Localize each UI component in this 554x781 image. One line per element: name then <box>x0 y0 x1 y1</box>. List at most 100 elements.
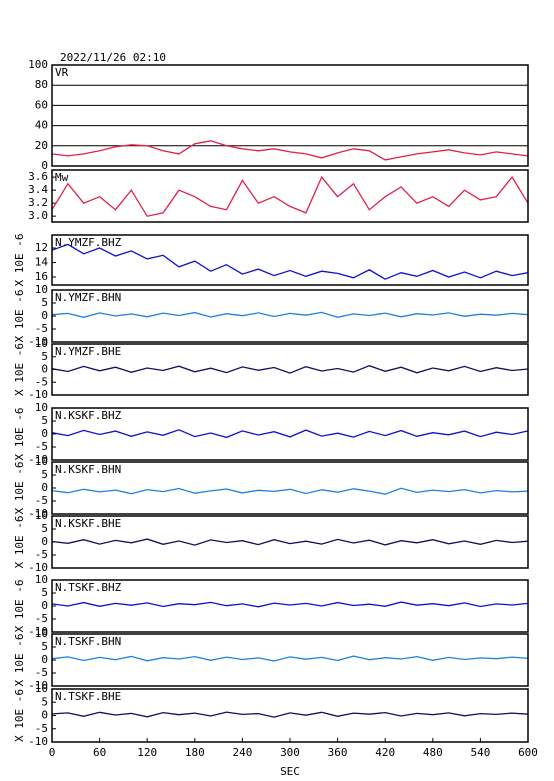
y-tick-label: 20 <box>35 139 48 152</box>
y-tick-label: -10 <box>28 625 48 638</box>
y-tick-label: 60 <box>35 98 48 111</box>
panel-frame <box>51 234 529 286</box>
trace-line <box>51 601 529 608</box>
panel-frame <box>51 407 529 461</box>
x-axis-label: SEC <box>280 765 300 778</box>
y-tick-label: 10 <box>35 283 48 296</box>
trace-label: N.TSKF.BHN <box>55 635 121 648</box>
x-tick-label: 300 <box>280 746 300 759</box>
chart-title: 2022/11/26 02:10 <box>60 51 166 64</box>
y-tick-label: 10 <box>35 401 48 414</box>
y-tick-label: 0 <box>41 363 48 376</box>
y-tick-label: 5 <box>41 350 48 363</box>
trace-line <box>51 429 529 439</box>
panel-frame <box>51 633 529 687</box>
y-tick-label: 5 <box>41 296 48 309</box>
y-tick-label: -5 <box>35 494 48 507</box>
y-tick-label: -10 <box>28 388 48 401</box>
panel-frame <box>51 515 529 569</box>
panel-frame <box>51 343 529 396</box>
panel-frame <box>51 579 529 633</box>
y-tick-label: 3.4 <box>28 183 48 196</box>
y-tick-label: 0 <box>41 309 48 322</box>
panel-frame <box>51 461 529 515</box>
trace-label: VR <box>55 66 69 79</box>
trace-label: N.KSKF.BHN <box>55 463 121 476</box>
x-tick-label: 0 <box>49 746 56 759</box>
y-tick-label: -5 <box>35 548 48 561</box>
y-tick-label: 0 <box>41 709 48 722</box>
y-unit-label: X 10E -6 <box>13 290 26 343</box>
trace-line <box>51 140 529 161</box>
y-tick-label: -10 <box>28 507 48 520</box>
trace-line <box>51 243 529 280</box>
y-tick-label: -10 <box>28 453 48 466</box>
y-tick-label: 0 <box>41 427 48 440</box>
y-unit-label: X 10E -6 <box>13 343 26 396</box>
y-tick-label: 0 <box>41 159 48 172</box>
x-tick-label: 360 <box>328 746 348 759</box>
x-tick-label: 120 <box>137 746 157 759</box>
trace-label: Mw <box>55 171 69 184</box>
trace-label: N.YMZF.BHZ <box>55 236 122 249</box>
y-tick-label: 10 <box>35 337 48 350</box>
panel-frame <box>51 169 529 223</box>
y-tick-label: 3.6 <box>28 170 48 183</box>
y-tick-label: 10 <box>35 573 48 586</box>
y-tick-label: -5 <box>35 722 48 735</box>
y-tick-label: 0 <box>41 481 48 494</box>
y-tick-label: 0 <box>41 535 48 548</box>
y-tick-label: -5 <box>35 612 48 625</box>
y-tick-label: -10 <box>28 735 48 748</box>
y-tick-label: 10 <box>35 682 48 695</box>
x-tick-label: 600 <box>518 746 538 759</box>
x-tick-label: 180 <box>185 746 205 759</box>
y-tick-label: 5 <box>41 468 48 481</box>
y-tick-label: 5 <box>41 695 48 708</box>
y-tick-label: -5 <box>35 666 48 679</box>
trace-label: N.YMZF.BHN <box>55 291 121 304</box>
y-tick-label: -5 <box>35 322 48 335</box>
trace-line <box>51 175 529 217</box>
y-tick-label: 5 <box>41 522 48 535</box>
y-tick-label: -5 <box>35 440 48 453</box>
y-unit-label: X 10E -6 <box>13 516 26 569</box>
y-tick-label: -5 <box>35 375 48 388</box>
y-tick-label: 5 <box>41 586 48 599</box>
y-tick-label: 10 <box>35 455 48 468</box>
y-unit-label: X 10E -6 <box>13 689 26 742</box>
y-unit-label: X 10E -6 <box>13 462 26 515</box>
trace-line <box>51 655 529 662</box>
y-tick-label: 10 <box>35 627 48 640</box>
x-tick-label: 480 <box>423 746 443 759</box>
y-tick-label: 3.0 <box>28 209 48 222</box>
trace-label: N.TSKF.BHZ <box>55 581 122 594</box>
trace-line <box>51 365 529 374</box>
panel-frame <box>51 64 529 167</box>
y-tick-label: 16 <box>35 270 48 283</box>
x-tick-label: 540 <box>470 746 490 759</box>
y-tick-label: 5 <box>41 640 48 653</box>
panel-frame <box>51 289 529 343</box>
y-unit-label: X 10E -6 <box>13 408 26 461</box>
x-tick-label: 60 <box>93 746 106 759</box>
trace-line <box>51 711 529 718</box>
y-tick-label: -10 <box>28 679 48 692</box>
y-tick-label: 40 <box>35 119 48 132</box>
trace-line <box>51 311 529 318</box>
y-tick-label: 0 <box>41 653 48 666</box>
y-unit-label: X 10E -6 <box>13 234 26 287</box>
y-tick-label: 12 <box>35 241 48 254</box>
trace-line <box>51 487 529 495</box>
y-unit-label: X 10E -6 <box>13 634 26 687</box>
y-tick-label: 5 <box>41 414 48 427</box>
trace-line <box>51 538 529 546</box>
trace-label: N.KSKF.BHE <box>55 517 121 530</box>
y-tick-label: 14 <box>35 256 49 269</box>
trace-label: N.KSKF.BHZ <box>55 409 122 422</box>
y-tick-label: -10 <box>28 561 48 574</box>
y-tick-label: 0 <box>41 599 48 612</box>
x-tick-label: 240 <box>232 746 252 759</box>
